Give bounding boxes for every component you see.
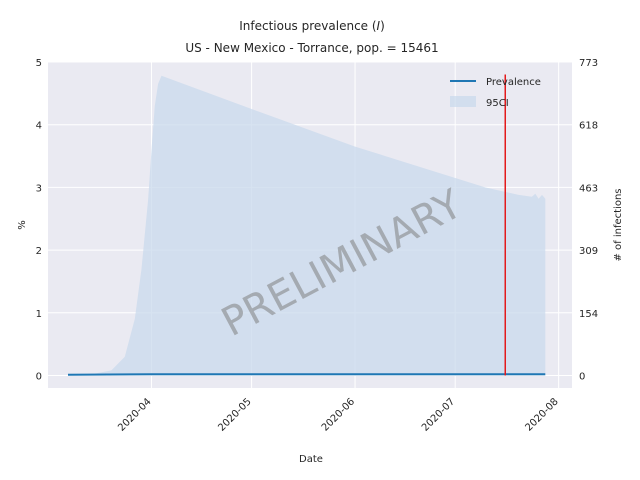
chart-title-line2: US - New Mexico - Torrance, pop. = 15461 <box>185 41 438 55</box>
x-tick-label: 2020-08 <box>523 396 560 433</box>
y-tick-label-right: 0 <box>579 371 585 382</box>
y-tick-label-left: 1 <box>36 309 42 320</box>
y-tick-label-right: 309 <box>579 246 598 257</box>
prevalence-layer <box>67 373 546 376</box>
x-tick-label: 2020-06 <box>320 396 357 433</box>
y-tick-label-right: 463 <box>579 183 598 194</box>
x-tick-label: 2020-05 <box>216 396 253 433</box>
y-tick-label-left: 2 <box>36 246 42 257</box>
y-tick-label-left: 4 <box>36 121 42 132</box>
ci-band-layer <box>68 75 546 376</box>
y-tick-label-right: 618 <box>579 121 598 132</box>
x-tick-label: 2020-04 <box>116 396 153 433</box>
x-axis-label: Date <box>299 454 323 465</box>
y-tick-label-left: 0 <box>36 371 42 382</box>
y-axis-label-left: % <box>17 220 28 230</box>
y-tick-label-right: 773 <box>579 58 598 69</box>
y-tick-label-left: 5 <box>36 58 42 69</box>
legend-ci-swatch <box>450 96 476 107</box>
legend: Prevalence 95CI <box>450 77 541 109</box>
y-axis-label-right: # of infections <box>613 188 624 261</box>
y-tick-label-right: 154 <box>579 309 598 320</box>
legend-ci-label: 95CI <box>486 98 509 109</box>
ci-band <box>68 75 546 376</box>
y-tick-label-left: 3 <box>36 183 42 194</box>
x-tick-label: 2020-07 <box>420 396 457 433</box>
chart-title-line1: Infectious prevalence (I) <box>239 19 385 33</box>
prevalence-line <box>67 373 546 376</box>
legend-prevalence-label: Prevalence <box>486 77 541 88</box>
